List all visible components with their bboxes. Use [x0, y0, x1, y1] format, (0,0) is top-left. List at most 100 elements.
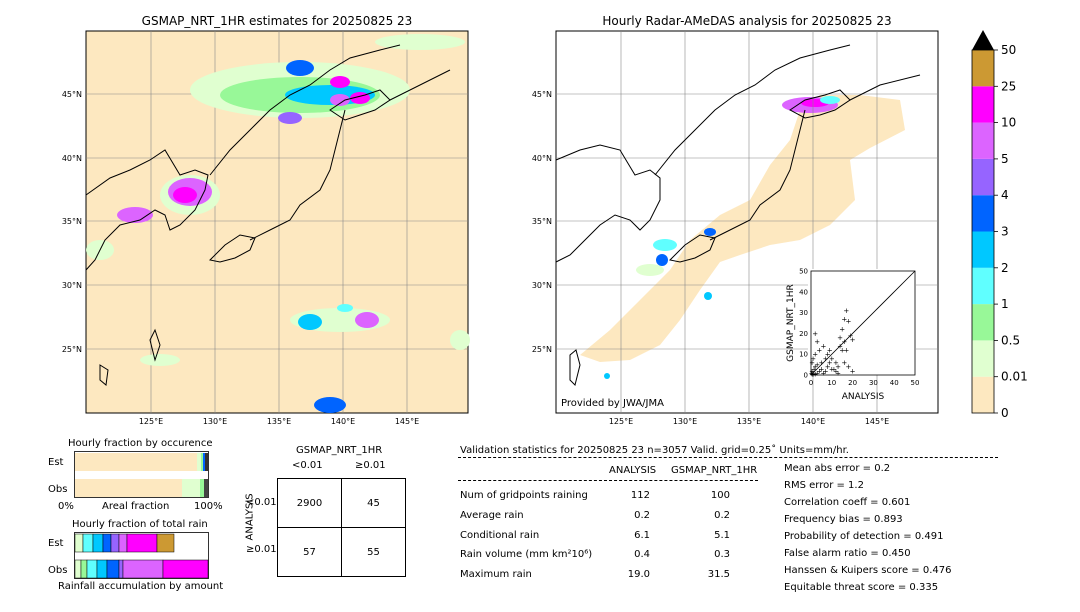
- right-lon-label: 125°E: [609, 417, 633, 426]
- colorbar-label: 10: [1001, 116, 1016, 130]
- left-lon-label: 130°E: [203, 417, 227, 426]
- colorbar-label: 3: [1001, 225, 1009, 239]
- stat-analysis-value: 0.4: [634, 549, 650, 560]
- score-line: Correlation coeff = 0.601: [784, 497, 911, 508]
- stat-gsmap-value: 5.1: [714, 530, 730, 541]
- score-line: RMS error = 1.2: [784, 480, 864, 491]
- contingency-table: 2900 45 57 55: [277, 478, 406, 577]
- scatter-point: +: [835, 369, 841, 377]
- colorbar: 0 0.01 0.5 1 2 3 4 5 10 25 50: [971, 30, 1028, 420]
- occurrence-row-obs: Obs: [48, 484, 68, 495]
- colorbar-segment: [972, 158, 994, 196]
- right-lon-label: 135°E: [737, 417, 761, 426]
- stat-gsmap-value: 31.5: [707, 569, 730, 580]
- stat-gsmap-value: 0.2: [714, 510, 730, 521]
- right-lat-label: 45°N: [532, 90, 552, 99]
- occurrence-axis-right: 100%: [194, 501, 223, 512]
- colorbar-extend-triangle: [972, 30, 994, 50]
- validation-col-analysis: ANALYSIS: [609, 465, 657, 476]
- stat-gsmap-value: 100: [710, 490, 730, 501]
- occurrence-axis-mid: Areal fraction: [102, 501, 170, 512]
- right-lat-label: 30°N: [532, 281, 552, 290]
- colorbar-label: 0: [1001, 406, 1009, 420]
- scatter-point: +: [829, 365, 835, 373]
- left-lon-label: 145°E: [395, 417, 419, 426]
- scatter-y-tick: 10: [799, 351, 808, 359]
- scatter-point: +: [809, 369, 815, 377]
- colorbar-segment: [972, 122, 994, 159]
- scatter-point: +: [821, 369, 827, 377]
- scatter-point: +: [821, 342, 827, 350]
- left-lat-label: 35°N: [62, 217, 82, 226]
- total-rain-footer: Rainfall accumulation by amount: [58, 581, 224, 592]
- right-lon-label: 130°E: [673, 417, 697, 426]
- scatter-point: +: [841, 359, 847, 367]
- scatter-x-tick: 30: [869, 379, 878, 387]
- colorbar-label: 4: [1001, 188, 1009, 202]
- scatter-point: +: [843, 307, 849, 315]
- scatter-point: +: [833, 367, 839, 375]
- stat-label: Num of gridpoints raining: [460, 490, 588, 501]
- occurrence-axis-left: 0%: [58, 501, 74, 512]
- total-rain-title: Hourly fraction of total rain: [72, 519, 208, 530]
- colorbar-label: 0.01: [1001, 370, 1028, 384]
- colorbar-segment: [972, 376, 994, 413]
- total-rain-row-est: Est: [48, 538, 64, 549]
- colorbar-segment: [972, 340, 994, 377]
- scatter-point: +: [810, 369, 816, 377]
- colorbar-segment: [972, 267, 994, 305]
- scatter-x-tick: 50: [911, 379, 920, 387]
- scatter-point: +: [816, 367, 822, 375]
- validation-col-gsmap: GSMAP_NRT_1HR: [671, 465, 758, 476]
- scatter-point: +: [812, 363, 818, 371]
- scatter-x-tick: 0: [809, 379, 813, 387]
- score-line: Frequency bias = 0.893: [784, 514, 903, 525]
- colorbar-label: 1: [1001, 297, 1009, 311]
- scatter-point: +: [841, 315, 847, 323]
- scatter-point: +: [848, 332, 854, 340]
- scatter-point: +: [827, 359, 833, 367]
- colorbar-label: 50: [1001, 43, 1016, 57]
- left-lat-label: 30°N: [62, 281, 82, 290]
- colorbar-segment: [972, 50, 994, 87]
- right-lat-label: 25°N: [532, 345, 552, 354]
- total-rain-row-obs: Obs: [48, 565, 68, 576]
- scatter-y-tick: 0: [804, 372, 808, 380]
- score-line: Equitable threat score = 0.335: [784, 582, 939, 593]
- stat-analysis-value: 0.2: [634, 510, 650, 521]
- scatter-point: +: [829, 355, 835, 363]
- scatter-xlabel: ANALYSIS: [842, 392, 885, 402]
- left-lat-label: 25°N: [62, 345, 82, 354]
- colorbar-segment: [972, 304, 994, 341]
- scatter-point: +: [812, 330, 818, 338]
- colorbar-label: 25: [1001, 79, 1016, 93]
- scatter-point: +: [810, 371, 816, 379]
- total-rain-bars: [74, 532, 209, 579]
- scatter-point: +: [843, 347, 849, 355]
- contingency-col-ge: ≥0.01: [355, 460, 386, 471]
- left-lon-label: 125°E: [139, 417, 163, 426]
- scatter-point: +: [833, 359, 839, 367]
- scatter-point: +: [823, 367, 829, 375]
- scatter-point: +: [818, 365, 824, 373]
- scatter-point: +: [831, 365, 837, 373]
- stat-label: Maximum rain: [460, 569, 532, 580]
- colorbar-segment: [972, 86, 994, 123]
- stat-analysis-value: 6.1: [634, 530, 650, 541]
- scatter-point: +: [811, 365, 817, 373]
- scatter-point: +: [809, 359, 815, 367]
- scatter-point: +: [823, 355, 829, 363]
- stat-gsmap-value: 0.3: [714, 549, 730, 560]
- score-line: Mean abs error = 0.2: [784, 463, 891, 474]
- scatter-point: +: [825, 363, 831, 371]
- scatter-point: +: [810, 355, 816, 363]
- scatter-point: +: [835, 363, 841, 371]
- contingency-row-ge: ≥0.01: [246, 544, 277, 555]
- scatter-point: +: [809, 370, 815, 378]
- scatter-y-tick: 30: [799, 309, 808, 317]
- contingency-cell: 2900: [277, 478, 342, 528]
- left-map: 45°N 40°N 35°N 30°N 25°N 125°E 130°E 135…: [62, 30, 470, 426]
- contingency-col-lt: <0.01: [292, 460, 323, 471]
- occurrence-row-est: Est: [48, 457, 64, 468]
